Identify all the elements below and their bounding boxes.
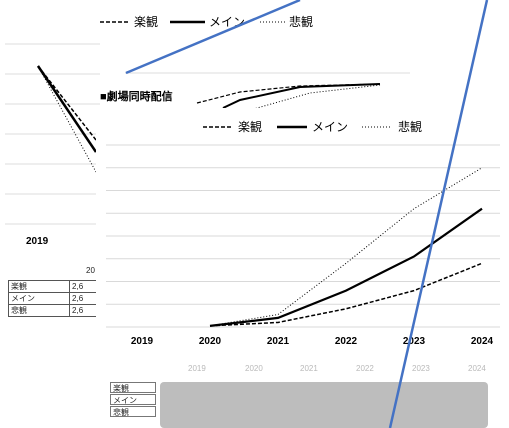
- background-table-header: 20: [86, 266, 95, 275]
- bottom-header-2023: 2023: [412, 364, 430, 373]
- bottom-header-2019: 2019: [188, 364, 206, 373]
- background-table: 楽観 2,6 メイン 2,6 悲観 2,6: [7, 280, 104, 317]
- background-gridlines: [5, 43, 410, 225]
- legend-main: メイン: [312, 120, 348, 134]
- front-legend: 楽観 メイン 悲観: [203, 119, 422, 134]
- x-tick-label: 2021: [267, 336, 290, 347]
- series-line-dashed: [209, 262, 483, 327]
- bottom-header-2020: 2020: [245, 364, 263, 373]
- middle-chart-lines: [196, 83, 381, 111]
- annotation-line-1: [125, 0, 301, 75]
- row-label-main: メイン: [110, 394, 156, 405]
- bottom-header-2021: 2021: [300, 364, 318, 373]
- x-tick-label: 2020: [199, 336, 222, 347]
- x-tick-label: 2019: [131, 336, 154, 347]
- series-line-solid: [209, 207, 483, 327]
- bottom-table: 2019 2020 2021 2022 2023 2024 楽観 メイン 悲観: [110, 364, 488, 428]
- background-series-lines: [36, 65, 98, 173]
- legend-pessimistic: 悲観: [398, 119, 422, 134]
- table-row: 悲観 2,6: [7, 304, 104, 317]
- table-cell: 悲観: [7, 304, 71, 317]
- x-tick-label: 2023: [403, 336, 426, 347]
- table-body-placeholder: [160, 382, 488, 428]
- bottom-header-2024: 2024: [468, 364, 486, 373]
- series-line-dotted: [209, 167, 483, 327]
- bg-legend-pessimistic: 悲観: [289, 14, 313, 29]
- annotation-line-2: [388, 0, 489, 428]
- front-series: [209, 167, 483, 327]
- x-tick-label: 2024: [471, 336, 494, 347]
- front-x-tick-labels: 2019 2020 2021 2022 2023 2024: [131, 336, 494, 347]
- table-cell: 2,6: [69, 304, 104, 317]
- row-label-pessimistic: 悲観: [110, 406, 156, 417]
- bottom-header-2022: 2022: [356, 364, 374, 373]
- table-row: メイン 2,6: [7, 292, 104, 305]
- bg-legend-optimistic: 楽観: [134, 15, 158, 29]
- front-chart-panel[interactable]: [96, 108, 509, 358]
- x-tick-label: 2022: [335, 336, 358, 347]
- middle-chart-title: ■劇場同時配信: [100, 89, 173, 103]
- legend-optimistic: 楽観: [238, 120, 262, 134]
- row-label-optimistic: 楽観: [110, 382, 156, 393]
- bg-year-label: 2019: [26, 236, 49, 247]
